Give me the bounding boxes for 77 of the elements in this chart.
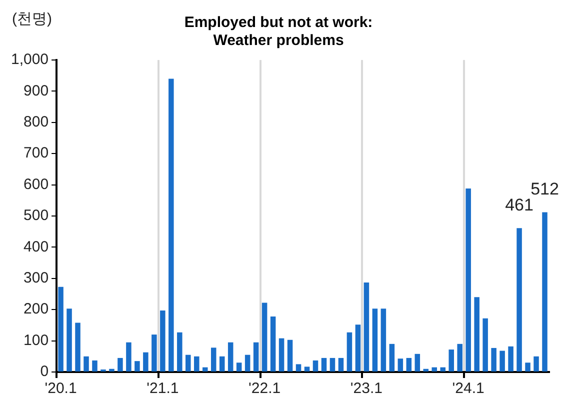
bar	[186, 354, 191, 372]
bar	[525, 362, 530, 372]
bar	[482, 318, 488, 372]
bar	[177, 332, 182, 372]
bar	[84, 356, 89, 372]
data-label: 461	[505, 195, 534, 214]
bar	[542, 212, 548, 372]
bar	[466, 188, 471, 372]
bar	[389, 344, 395, 372]
bar	[338, 358, 344, 372]
y-tick-label: 700	[24, 144, 49, 162]
y-tick-label: 200	[24, 300, 49, 318]
x-tick-label: '20.1	[44, 380, 77, 398]
x-tick-label: '21.1	[146, 380, 179, 398]
bar	[406, 358, 412, 372]
bar	[474, 297, 480, 372]
bar	[168, 78, 174, 372]
bar	[92, 360, 98, 372]
bar	[346, 332, 352, 372]
bar	[432, 367, 438, 372]
y-axis-title: (천명)	[12, 10, 52, 28]
bar	[380, 308, 386, 372]
bar	[414, 354, 420, 372]
chart-title: Employed but not at work: Weather problems	[184, 14, 373, 50]
bar	[253, 342, 259, 372]
bar	[321, 358, 327, 372]
bar	[516, 228, 522, 372]
bar	[210, 348, 216, 372]
y-tick-label: 500	[24, 207, 49, 224]
bar	[134, 361, 140, 372]
bar	[244, 354, 250, 372]
bar	[372, 308, 378, 372]
bar	[448, 350, 454, 372]
x-tick-label: '22.1	[248, 380, 281, 398]
y-tick-label: 1,000	[10, 51, 49, 68]
y-tick-label: 900	[24, 82, 49, 100]
y-tick-label: 0	[40, 363, 49, 380]
bar	[143, 352, 148, 372]
bar	[296, 364, 302, 372]
bar	[109, 368, 114, 372]
bar	[262, 302, 268, 372]
bar	[126, 342, 132, 372]
bar	[440, 367, 446, 372]
y-tick-label: 600	[24, 176, 49, 193]
bar	[118, 358, 123, 372]
x-tick-label: '23.1	[350, 380, 382, 398]
bar	[287, 340, 293, 372]
bar	[491, 348, 496, 372]
data-label: 512	[530, 179, 559, 198]
bar	[75, 322, 80, 372]
y-tick-label: 400	[24, 238, 49, 256]
bar	[398, 358, 404, 372]
bar	[457, 344, 462, 372]
bar	[270, 316, 276, 372]
y-tick-label: 100	[24, 332, 49, 349]
y-tick-label: 800	[24, 114, 49, 131]
bar	[312, 360, 318, 372]
bar	[236, 362, 242, 372]
x-tick-label: '24.1	[452, 380, 484, 398]
bar	[304, 366, 310, 372]
bar	[194, 356, 200, 372]
bar	[202, 367, 208, 372]
bar	[160, 310, 166, 372]
bar	[278, 338, 284, 372]
bar	[330, 358, 336, 372]
bar	[152, 334, 157, 372]
bar	[500, 350, 505, 372]
bar	[423, 368, 429, 372]
y-tick-label: 300	[24, 270, 49, 287]
bar	[364, 282, 370, 372]
bar	[355, 324, 361, 372]
bar	[534, 356, 539, 372]
bar	[508, 346, 514, 372]
bar	[228, 342, 234, 372]
bar	[66, 308, 72, 372]
bar	[219, 356, 225, 372]
bar	[58, 286, 64, 372]
